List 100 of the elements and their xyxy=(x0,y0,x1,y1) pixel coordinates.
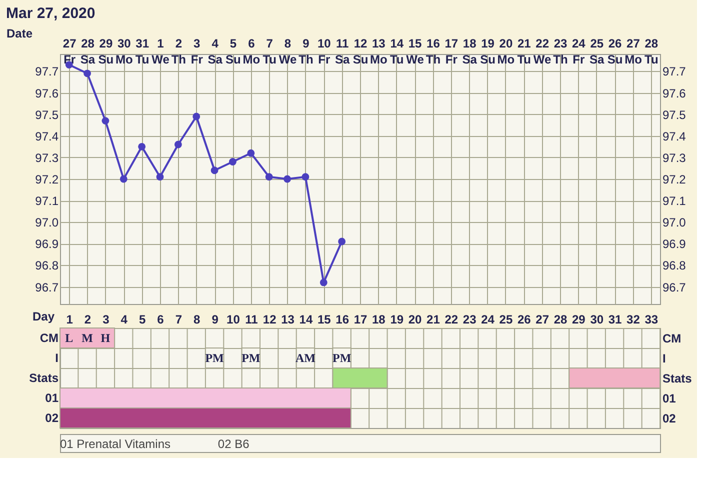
point xyxy=(120,175,128,183)
x-tick-label: 22 We xyxy=(533,36,552,66)
point xyxy=(138,142,146,150)
data-label: AM xyxy=(295,351,316,365)
y-tick-label: 02 xyxy=(45,411,59,425)
annotation: L xyxy=(65,331,74,345)
y-tick-label: CM xyxy=(40,331,58,345)
data-label: PM xyxy=(332,351,352,365)
x-tick-label: 4 Sa xyxy=(208,36,223,66)
category-label: 01 xyxy=(662,392,676,406)
x-tick-label: 20 xyxy=(408,312,422,326)
point xyxy=(192,112,200,120)
point xyxy=(102,117,110,125)
y2-tick-label: 97.6 xyxy=(662,86,686,100)
x-tick-label: 8 xyxy=(194,312,201,326)
y-tick-label: 96.8 xyxy=(35,258,59,273)
x-tick-label: 11 Sa xyxy=(334,36,350,66)
x-tick-label: 9 Th xyxy=(298,36,314,66)
x-tick-label: 4 xyxy=(120,312,128,326)
x-tick-label: 14 xyxy=(299,312,313,326)
y2-tick-label: 96.9 xyxy=(662,237,686,252)
x-tick-label: 32 xyxy=(626,312,640,326)
y-tick-label: 97.1 xyxy=(35,194,59,208)
x-tick-label: 29 xyxy=(572,312,586,326)
x-tick-label: 33 xyxy=(644,312,658,326)
x-tick-label: 26 xyxy=(517,312,532,326)
x-tick-label: 10 xyxy=(226,312,240,326)
x-tick-label: 5 xyxy=(138,312,146,326)
x-tick-label: 16 Th xyxy=(426,36,441,66)
x-tick-label: 18 xyxy=(372,312,386,326)
y2-tick-label: 96.8 xyxy=(662,258,686,273)
category-label: I xyxy=(662,352,666,366)
x-tick-label: 18 Sa xyxy=(462,36,478,66)
point xyxy=(247,149,255,157)
y-tick-label: 97.5 xyxy=(35,108,59,122)
point xyxy=(156,173,164,181)
point xyxy=(302,173,310,181)
point xyxy=(338,238,346,246)
x-tick-label: 12 Su xyxy=(352,36,368,66)
y-tick-label: 97.7 xyxy=(35,64,59,79)
x-tick-label: 13 Mo xyxy=(370,36,388,66)
y-tick-label: 97.6 xyxy=(35,86,59,100)
x-tick-label: 2 Th xyxy=(171,36,186,66)
x-tick-label: 28 Tu xyxy=(644,36,658,66)
point xyxy=(320,278,328,286)
text: 02 B6 xyxy=(218,437,250,451)
x-tick-label: 19 xyxy=(390,312,404,326)
x-tick-label: 1 xyxy=(66,312,74,326)
x-tick-label: 23 Th xyxy=(553,36,568,66)
x-tick-label: 29 Su xyxy=(98,36,114,66)
x-tick-label: 27 Fr xyxy=(62,36,77,66)
x-tick-label: 11 xyxy=(245,312,258,326)
x-tick-label: 25 xyxy=(499,312,513,326)
point xyxy=(174,140,182,148)
x-tick-label: 6 xyxy=(157,312,164,326)
x-tick-label: 2 xyxy=(84,312,92,326)
x-tick-label: 28 xyxy=(554,312,568,326)
y2-tick-label: 97.7 xyxy=(662,64,686,79)
category-label: Stats xyxy=(662,372,692,386)
x-tick-label: 1 We xyxy=(152,36,170,66)
category-label: CM xyxy=(662,332,682,346)
x-tick-label: 20 Mo xyxy=(497,36,515,66)
text: 01 Prenatal Vitamins xyxy=(60,437,171,451)
y-tick-label: 96.7 xyxy=(35,280,59,294)
y2-tick-label: 96.7 xyxy=(662,280,686,294)
point xyxy=(229,158,236,166)
y2-tick-label: 97.5 xyxy=(662,108,686,122)
x-tick-label: 12 xyxy=(262,312,277,326)
x-tick-label: 15 xyxy=(317,312,332,326)
y-tick-label: 97.0 xyxy=(35,216,59,230)
x-tick-label: 8 We xyxy=(278,36,297,66)
annotation: H xyxy=(100,331,111,345)
data-label: PM xyxy=(242,351,260,365)
point xyxy=(284,175,291,183)
x-tick-label: 7 xyxy=(175,312,182,326)
x-tick-label: 5 Su xyxy=(226,36,241,66)
x-tick-label: 3 xyxy=(102,312,110,326)
y-tick-label: 97.2 xyxy=(35,172,59,186)
y2-tick-label: 97.4 xyxy=(662,129,686,144)
y-tick-label: 01 xyxy=(45,391,59,405)
x-tick-label: 24 Fr xyxy=(572,36,586,66)
x-tick-label: 22 xyxy=(444,312,458,326)
x-tick-label: 26 Su xyxy=(607,36,623,66)
point xyxy=(210,166,218,174)
y2-tick-label: 97.1 xyxy=(662,194,686,208)
y2-tick-label: 97.0 xyxy=(662,216,686,230)
x-tick-label: 6 Mo xyxy=(242,36,260,66)
y-tick-label: 96.9 xyxy=(35,237,59,252)
x-tick-label: 16 xyxy=(336,312,350,326)
x-tick-label: 31 xyxy=(608,312,622,326)
x-tick-label: 3 Fr xyxy=(190,36,204,66)
x-tick-label: 19 Su xyxy=(480,36,496,66)
x-tick-label: 24 xyxy=(481,312,495,326)
x-tick-label: 17 Fr xyxy=(444,36,458,66)
y-tick-label: 97.4 xyxy=(35,129,59,144)
x-tick-label: 30 xyxy=(590,312,604,326)
point xyxy=(265,173,273,181)
point xyxy=(84,70,91,78)
x-tick-label: 28 Sa xyxy=(80,36,96,66)
category-label: 02 xyxy=(662,412,676,426)
